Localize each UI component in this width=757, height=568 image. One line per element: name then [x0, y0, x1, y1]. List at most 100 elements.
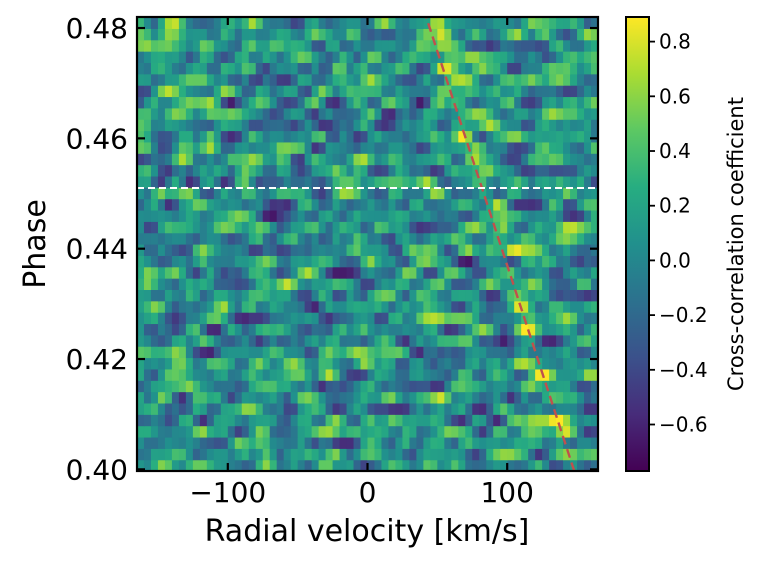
heatmap-cell	[318, 323, 327, 336]
heatmap-cell	[451, 232, 459, 245]
heatmap-cell	[416, 357, 424, 370]
heatmap-cell	[556, 153, 564, 166]
colorbar-axis: −0.6−0.4−0.20.00.20.40.60.8	[649, 30, 708, 437]
heatmap-cell	[143, 73, 152, 86]
heatmap-cell	[437, 96, 445, 109]
heatmap-cell	[451, 289, 459, 302]
heatmap-cell	[297, 402, 306, 415]
heatmap-cell	[192, 414, 201, 427]
heatmap-cell	[430, 380, 438, 393]
heatmap-cell	[185, 380, 194, 393]
heatmap-cell	[374, 323, 383, 336]
heatmap-cell	[325, 380, 334, 393]
heatmap-cell	[332, 153, 341, 166]
heatmap-cell	[514, 380, 522, 393]
heatmap-cell	[143, 209, 152, 222]
heatmap-cell	[137, 85, 145, 98]
heatmap-cell	[199, 244, 208, 256]
heatmap-cell	[444, 153, 452, 166]
heatmap-cell	[325, 17, 334, 29]
heatmap-cell	[220, 391, 229, 404]
heatmap-cell	[206, 164, 215, 177]
heatmap-cell	[577, 425, 585, 438]
heatmap-cell	[493, 187, 501, 200]
heatmap-cell	[297, 175, 306, 188]
heatmap-cell	[479, 278, 487, 290]
heatmap-cell	[262, 459, 271, 471]
heatmap-cell	[535, 278, 543, 290]
heatmap-cell	[297, 107, 306, 120]
heatmap-cell	[290, 221, 299, 234]
heatmap-cell	[535, 436, 543, 449]
heatmap-cell	[206, 459, 215, 471]
heatmap-cell	[381, 62, 390, 75]
heatmap-cell	[220, 130, 229, 143]
heatmap-cell	[577, 141, 585, 154]
heatmap-cell	[465, 232, 473, 245]
heatmap-cell	[339, 28, 348, 41]
heatmap-cell	[255, 198, 264, 211]
heatmap-cell	[521, 28, 529, 41]
heatmap-cell	[297, 346, 306, 359]
heatmap-cell	[563, 51, 571, 63]
heatmap-cell	[143, 459, 152, 471]
heatmap-cell	[374, 141, 383, 154]
heatmap-cell	[178, 164, 187, 177]
heatmap-cell	[521, 380, 529, 393]
heatmap-cell	[199, 436, 208, 449]
heatmap-cell	[465, 368, 473, 381]
heatmap-cell	[192, 346, 201, 359]
heatmap-cell	[227, 402, 236, 415]
heatmap-cell	[437, 175, 445, 188]
heatmap-cell	[353, 391, 362, 404]
heatmap-cell	[437, 130, 445, 143]
heatmap-cell	[395, 266, 404, 279]
heatmap-cell	[367, 96, 376, 109]
heatmap-cell	[388, 334, 397, 347]
heatmap-cell	[563, 391, 571, 404]
heatmap-cell	[157, 266, 166, 279]
heatmap-cell	[507, 244, 515, 256]
heatmap-cell	[353, 164, 362, 177]
heatmap-cell	[192, 85, 201, 98]
heatmap-cell	[192, 187, 201, 200]
heatmap-cell	[402, 380, 410, 393]
heatmap-cell	[479, 436, 487, 449]
heatmap-cell	[269, 198, 278, 211]
heatmap-cell	[178, 221, 187, 234]
heatmap-cell	[577, 232, 585, 245]
heatmap-cell	[430, 289, 438, 302]
heatmap-cell	[486, 255, 494, 268]
heatmap-cell	[137, 357, 145, 370]
heatmap-cell	[430, 278, 438, 290]
heatmap-cell	[283, 232, 292, 245]
heatmap-cell	[395, 357, 404, 370]
heatmap-cell	[486, 402, 494, 415]
heatmap-cell	[199, 209, 208, 222]
heatmap-cell	[269, 300, 278, 313]
heatmap-cell	[171, 436, 180, 449]
heatmap-cell	[479, 300, 487, 313]
heatmap-cell	[290, 244, 299, 256]
heatmap-cell	[430, 51, 438, 63]
heatmap-cell	[367, 402, 376, 415]
heatmap-cell	[276, 73, 285, 86]
heatmap-cell	[472, 278, 480, 290]
heatmap-cell	[241, 96, 250, 109]
heatmap-cell	[451, 312, 459, 325]
heatmap-cell	[143, 334, 152, 347]
heatmap-cell	[514, 51, 522, 63]
heatmap-cell	[493, 425, 501, 438]
heatmap-cell	[297, 425, 306, 438]
heatmap-cell	[430, 119, 438, 132]
heatmap-cell	[192, 209, 201, 222]
heatmap-cell	[276, 425, 285, 438]
heatmap-cell	[311, 334, 320, 347]
heatmap-cell	[276, 289, 285, 302]
heatmap-cell	[472, 187, 480, 200]
heatmap-cell	[430, 209, 438, 222]
heatmap-cell	[171, 232, 180, 245]
heatmap-cell	[213, 164, 222, 177]
heatmap-cell	[269, 414, 278, 427]
heatmap-cell	[150, 312, 159, 325]
